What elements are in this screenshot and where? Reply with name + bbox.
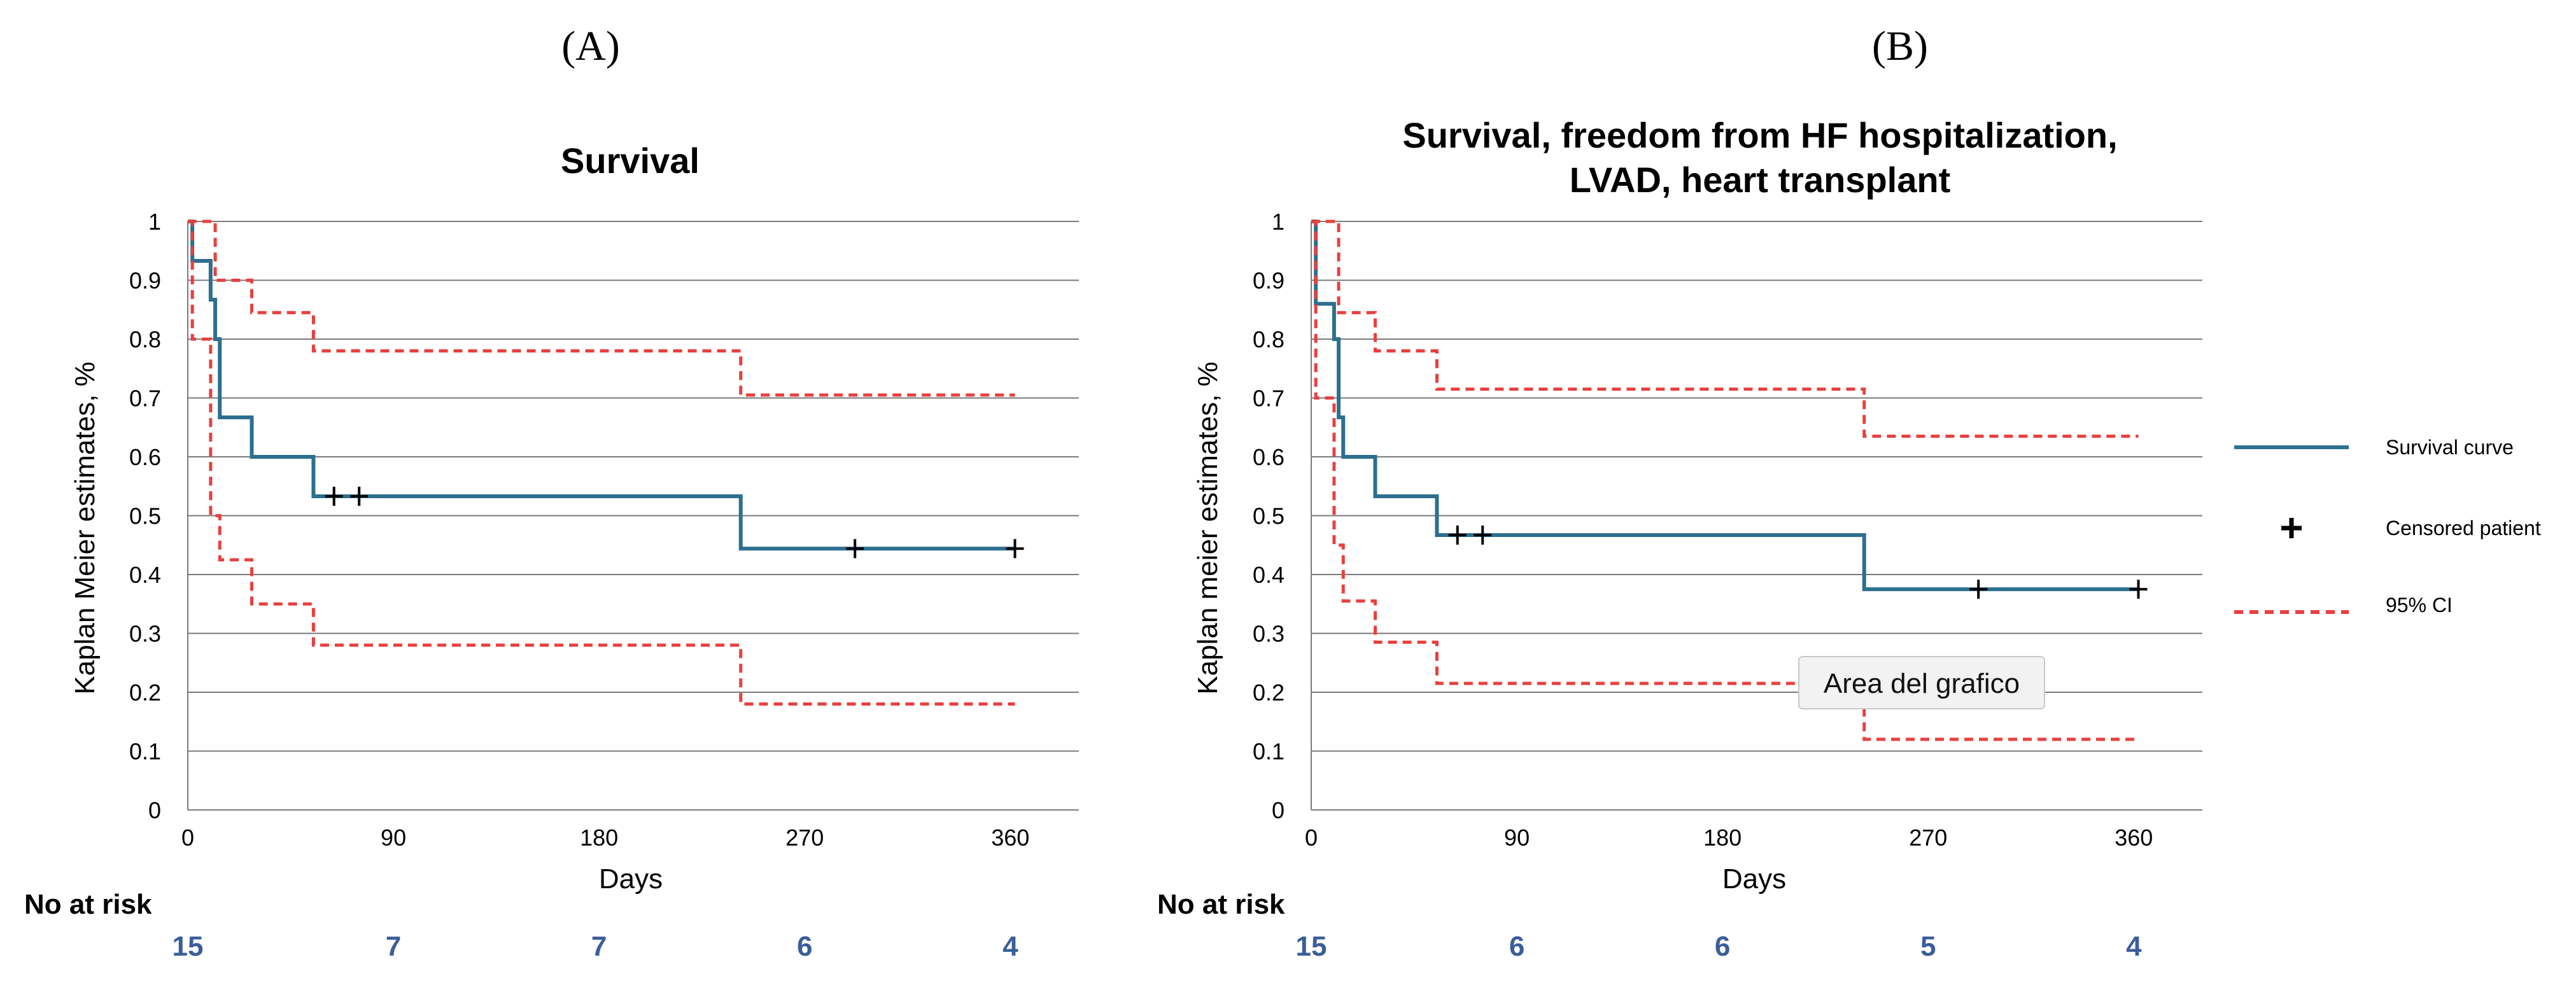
x-tick-label: 180 — [580, 825, 618, 851]
at-risk-header: No at risk — [1157, 889, 1285, 920]
y-tick-label: 0.5 — [129, 503, 161, 529]
legend-censored-label: Censored patient — [2386, 517, 2541, 540]
y-tick-label: 0.6 — [1253, 444, 1284, 470]
x-tick-label: 90 — [381, 825, 406, 851]
tooltip-text: Area del grafico — [1824, 668, 2020, 699]
y-tick-label: 0.8 — [1253, 326, 1284, 352]
x-tick-label: 270 — [785, 825, 824, 851]
legend: Survival curve Censored patient 95% CI — [2234, 436, 2541, 617]
censored-marker — [846, 539, 864, 559]
censored-marker — [1969, 580, 1988, 599]
ci-lower-line — [188, 220, 1015, 706]
x-tick-label: 360 — [2115, 825, 2153, 851]
y-tick-label: 1 — [1272, 209, 1284, 235]
panel-label-a: (A) — [561, 23, 620, 69]
at-risk-row: 15 7 7 6 4 — [172, 931, 1019, 962]
ci-upper-line — [188, 220, 1015, 397]
at-risk-value: 6 — [1509, 931, 1524, 962]
at-risk-value: 5 — [1920, 931, 1936, 962]
ci-lower-line — [1311, 220, 2139, 741]
y-tick-label: 0.1 — [1253, 739, 1284, 765]
y-tick-label: 0 — [1272, 797, 1284, 823]
y-tick-label: 0.4 — [129, 562, 161, 588]
x-tick-label: 360 — [991, 825, 1029, 851]
y-tick-label: 1 — [148, 209, 161, 235]
y-tick-label: 0.9 — [1253, 268, 1284, 294]
x-tick-label: 180 — [1703, 825, 1742, 851]
censored-marker — [2129, 580, 2148, 599]
tooltip-box — [1798, 656, 2045, 709]
chart-survival: Survival 0 0.1 0.2 0.3 0.4 0.5 0.6 0.7 0.8 0.9 1 0 9… — [24, 141, 1079, 962]
at-risk-value: 15 — [1296, 931, 1327, 962]
x-tick-label: 90 — [1504, 825, 1530, 851]
chart-title-line-2: LVAD, heart transplant — [1570, 160, 1950, 200]
censored-marker — [1474, 526, 1492, 545]
legend-ci-label: 95% CI — [2386, 594, 2453, 617]
at-risk-value: 6 — [797, 931, 812, 962]
y-tick-label: 0.3 — [1253, 621, 1284, 647]
at-risk-value: 6 — [1715, 931, 1730, 962]
censored-marker — [350, 486, 369, 506]
at-risk-header: No at risk — [24, 889, 152, 920]
grid — [1311, 221, 2202, 752]
y-tick-label: 0.6 — [129, 444, 161, 470]
x-axis-label: Days — [599, 863, 663, 895]
censored-marker — [1448, 526, 1467, 545]
chart-title: Survival — [561, 141, 700, 181]
y-tick-label: 0.5 — [1253, 503, 1284, 529]
chart-title-line-1: Survival, freedom from HF hospitalizatio… — [1402, 115, 2117, 155]
x-tick-label: 0 — [181, 825, 194, 851]
at-risk-value: 15 — [172, 931, 204, 962]
axes: 0 0.1 0.2 0.3 0.4 0.5 0.6 0.7 0.8 0.9 1 0 90 180 270 36… — [1253, 209, 2202, 851]
y-tick-label: 0.2 — [1253, 680, 1284, 706]
y-tick-label: 0.3 — [129, 621, 161, 647]
censored-marker — [325, 486, 343, 506]
at-risk-row: 15 6 6 5 4 — [1296, 931, 2143, 962]
survival-line — [188, 220, 1015, 551]
censored-markers — [325, 486, 1024, 559]
axes: 0 0.1 0.2 0.3 0.4 0.5 0.6 0.7 0.8 0.9 1 0 90 180 270 36… — [129, 209, 1079, 851]
x-tick-label: 0 — [1305, 825, 1318, 851]
y-tick-label: 0.1 — [129, 739, 161, 765]
y-tick-label: 0.8 — [129, 326, 161, 352]
y-axis-label: Kaplan Meier estimates, % — [69, 361, 101, 694]
ci-upper-line — [1311, 220, 2139, 438]
at-risk-value: 4 — [2126, 931, 2142, 962]
y-axis-label: Kaplan meier estimates, % — [1192, 361, 1223, 694]
at-risk-value: 4 — [1003, 931, 1018, 962]
series-layer — [1311, 220, 2139, 741]
y-tick-label: 0.2 — [129, 680, 161, 706]
at-risk-value: 7 — [591, 931, 607, 962]
chart-composite-endpoint: Survival, freedom from HF hospitalizatio… — [1157, 115, 2202, 962]
y-tick-label: 0.7 — [1253, 386, 1284, 412]
y-tick-label: 0.9 — [129, 268, 161, 294]
censored-marker — [1006, 539, 1024, 559]
grid — [188, 221, 1079, 752]
panel-label-b: (B) — [1872, 23, 1928, 69]
series-layer — [188, 220, 1015, 706]
y-tick-label: 0 — [148, 797, 161, 823]
legend-survival-label: Survival curve — [2386, 436, 2514, 459]
x-axis-label: Days — [1722, 863, 1786, 895]
legend-censored-marker — [2281, 518, 2302, 538]
censored-markers — [1448, 526, 2148, 599]
y-tick-label: 0.7 — [129, 386, 161, 412]
y-tick-label: 0.4 — [1253, 562, 1284, 588]
chart-area-tooltip: Area del grafico — [1798, 656, 2045, 709]
x-tick-label: 270 — [1909, 825, 1947, 851]
at-risk-value: 7 — [386, 931, 401, 962]
survival-line — [1311, 220, 2139, 592]
